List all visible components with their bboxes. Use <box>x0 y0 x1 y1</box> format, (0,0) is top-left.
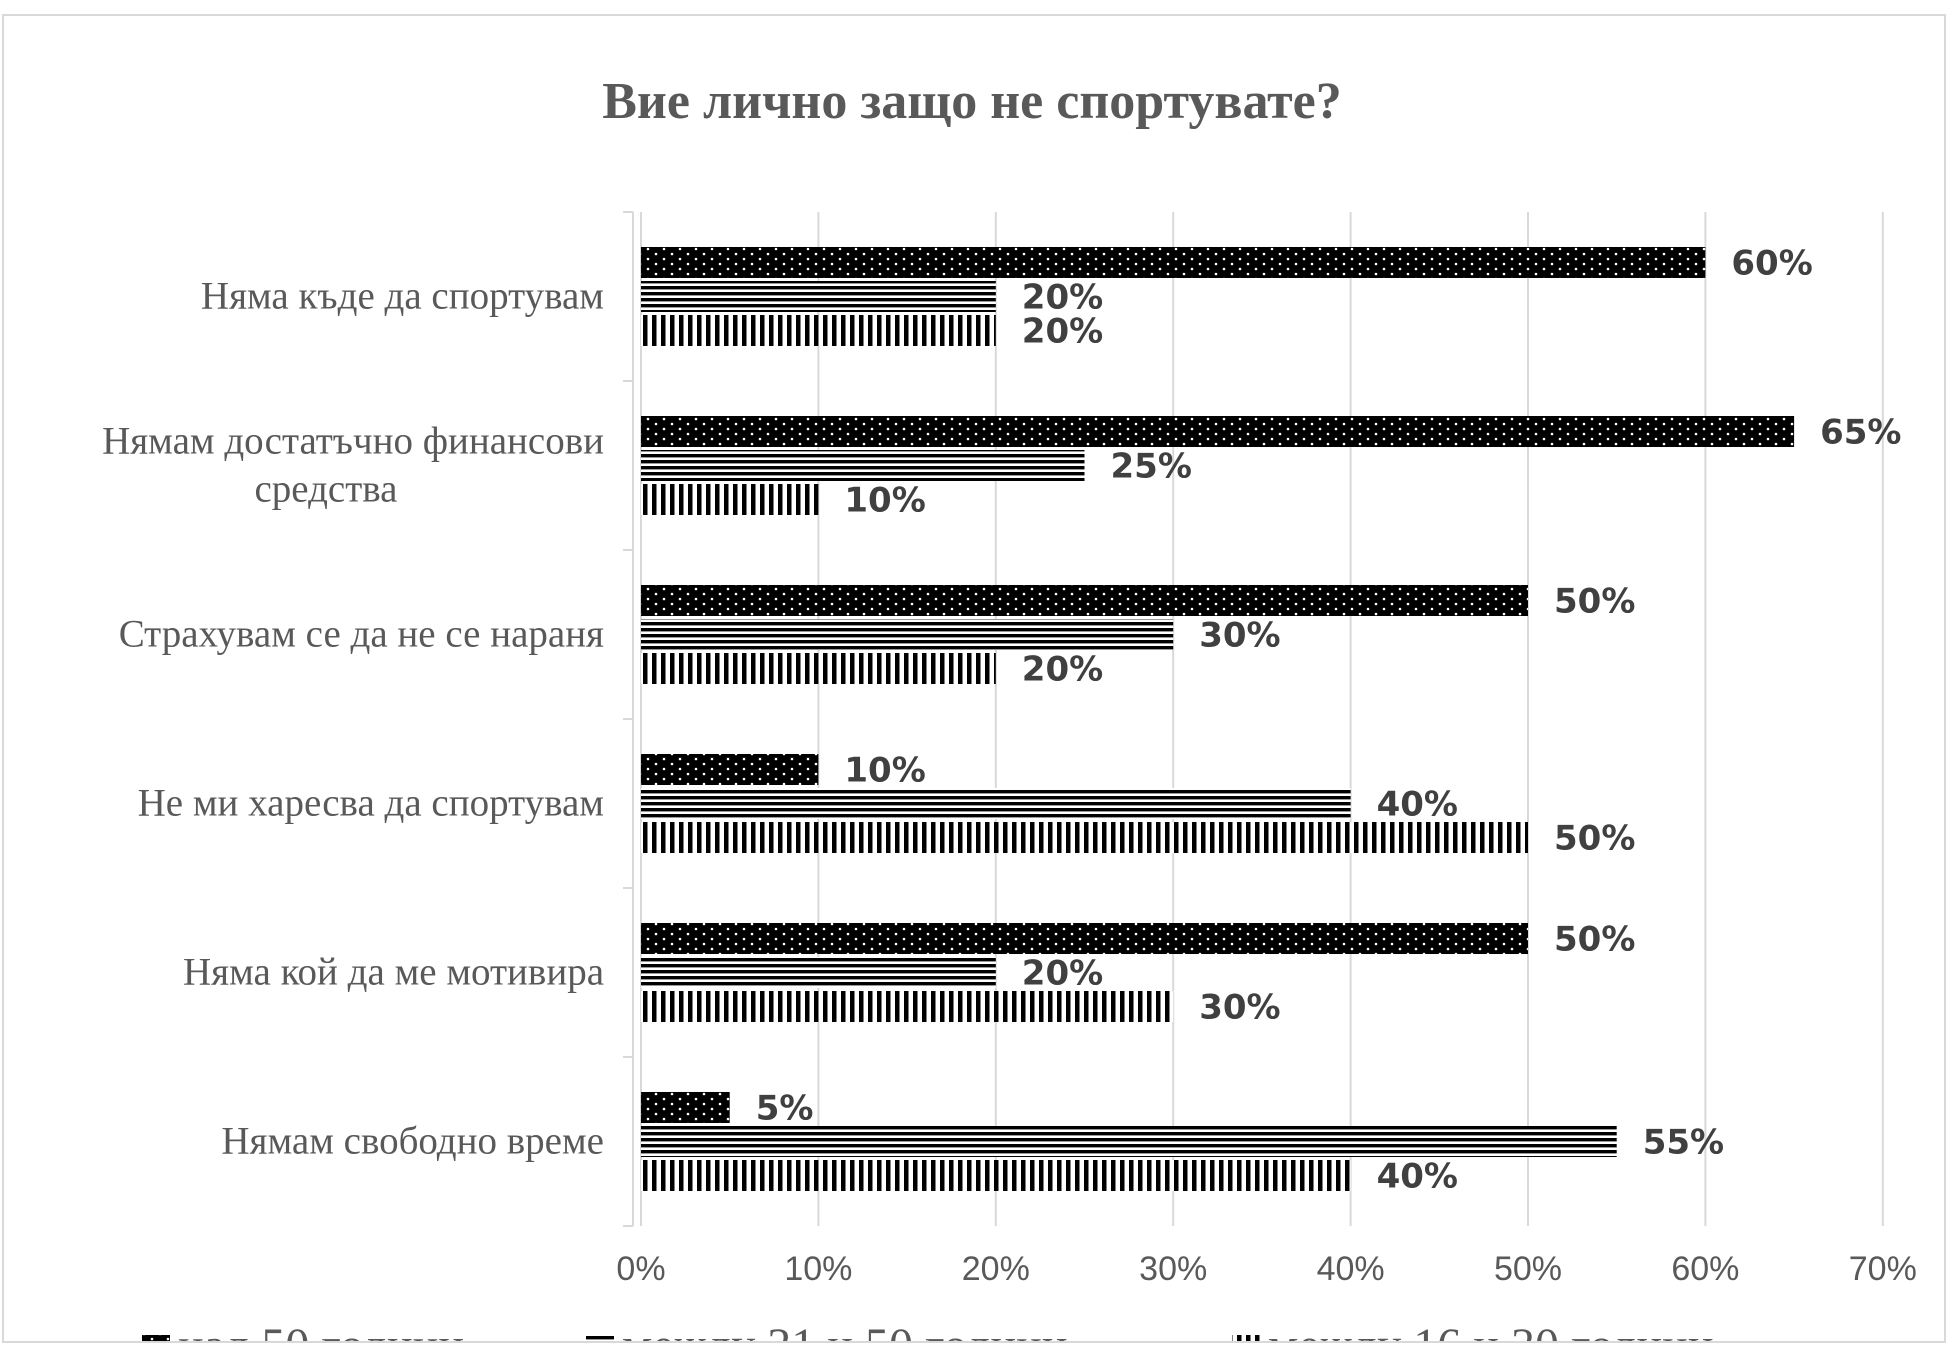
data-label: 50% <box>1554 582 1635 622</box>
chart-frame: Вие лично защо не спортувате? Няма къде … <box>2 14 1946 1343</box>
category-label: Няма къде да спортувам <box>201 275 604 318</box>
x-tick-label: 40% <box>1317 1250 1385 1288</box>
chart-title: Вие лично защо не спортувате? <box>602 73 1341 130</box>
data-label: 5% <box>756 1089 814 1129</box>
bar <box>641 822 1528 853</box>
data-label: 60% <box>1731 244 1812 284</box>
bar <box>641 281 996 312</box>
legend-label: между 31 и 50 години <box>622 1319 1068 1343</box>
bar <box>641 585 1528 616</box>
bar <box>641 1160 1351 1191</box>
legend-swatch <box>1232 1335 1260 1341</box>
bar <box>641 991 1174 1022</box>
data-label: 55% <box>1643 1123 1724 1163</box>
data-label: 20% <box>1022 954 1103 994</box>
category-label: Страхувам се да не се нараня <box>119 613 604 656</box>
x-tick-label: 70% <box>1849 1250 1917 1288</box>
data-label: 25% <box>1111 447 1192 487</box>
bar <box>641 450 1085 481</box>
category-label: Не ми харесва да спортувам <box>138 782 604 825</box>
category-axis: Няма къде да спортувам Нямам достатъчно ф… <box>102 211 634 1227</box>
data-label: 50% <box>1554 819 1635 859</box>
data-label: 30% <box>1199 616 1280 656</box>
bar <box>641 1092 730 1123</box>
category-label: средства <box>254 468 397 511</box>
bar <box>641 923 1528 954</box>
bars <box>641 247 1795 1191</box>
x-tick-label: 60% <box>1671 1250 1739 1288</box>
data-label: 20% <box>1022 650 1103 690</box>
bar <box>641 484 819 515</box>
data-label: 20% <box>1022 278 1103 318</box>
legend-label: над 50 години <box>178 1319 464 1343</box>
x-tick-label: 20% <box>962 1250 1030 1288</box>
bar <box>641 1126 1617 1157</box>
data-label: 50% <box>1554 920 1635 960</box>
x-axis: 0% 10% 20% 30% 40% 50% 60% 70% <box>616 1250 1916 1288</box>
grid-lines <box>640 212 1884 1226</box>
bar <box>641 754 819 785</box>
data-label: 30% <box>1199 988 1280 1028</box>
data-labels: 60%20%20%65%25%10%50%30%20%10%40%50%50%2… <box>756 244 1902 1197</box>
legend-swatch <box>142 1335 170 1341</box>
x-tick-label: 30% <box>1139 1250 1207 1288</box>
data-label: 40% <box>1377 1157 1458 1197</box>
bar <box>641 315 996 346</box>
bar <box>641 416 1795 447</box>
x-tick-label: 10% <box>784 1250 852 1288</box>
data-label: 10% <box>844 481 925 521</box>
category-label: Нямам свободно време <box>221 1120 604 1163</box>
data-label: 40% <box>1377 785 1458 825</box>
bar <box>641 247 1706 278</box>
x-tick-label: 50% <box>1494 1250 1562 1288</box>
data-label: 10% <box>844 751 925 791</box>
x-tick-label: 0% <box>616 1250 665 1288</box>
category-label: Няма кой да ме мотивира <box>183 951 604 994</box>
bar <box>641 653 996 684</box>
legend: над 50 години между 31 и 50 години между 1… <box>142 1319 1714 1343</box>
data-label: 20% <box>1022 312 1103 352</box>
bar <box>641 619 1174 650</box>
data-label: 65% <box>1820 413 1901 453</box>
legend-label: между 16 и 30 години <box>1268 1319 1714 1343</box>
legend-swatch <box>586 1335 614 1341</box>
bar <box>641 788 1351 819</box>
bar <box>641 957 996 988</box>
bar-chart: Вие лично защо не спортувате? Няма къде … <box>102 73 1917 1343</box>
category-label: Нямам достатъчно финансови <box>102 420 604 463</box>
